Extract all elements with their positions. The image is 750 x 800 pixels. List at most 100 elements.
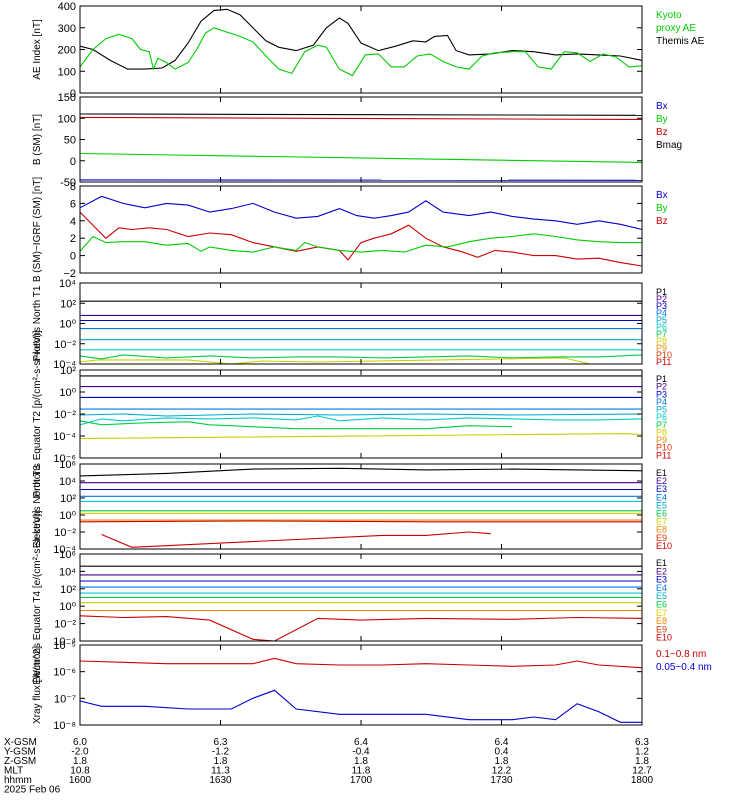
footer-value: 6.0	[73, 737, 87, 748]
legend-pn1-3: P3	[656, 301, 667, 311]
series-ae-1	[79, 8, 643, 70]
legend-pe2-7: P7	[656, 420, 667, 430]
y-tick-label: 6	[70, 198, 76, 210]
plot-frame-bsm	[79, 96, 643, 183]
plot-frame-xray	[79, 644, 643, 726]
legend-ee4-6: E6	[656, 600, 667, 610]
y-tick-label: 10⁻²	[54, 527, 76, 539]
plot-frame-ae	[79, 5, 643, 94]
y-axis-label: Xray flux [W/m^2]	[32, 646, 43, 724]
y-tick-label: 0	[70, 88, 76, 100]
legend-pn1-7: P7	[656, 329, 667, 339]
y-tick-label: 10⁶	[59, 459, 76, 471]
footer-value: 1.8	[73, 756, 87, 767]
y-tick-label: 0	[70, 251, 76, 263]
legend-bsm-4: Bmag	[656, 140, 682, 151]
y-tick-label: 10⁻⁴	[53, 636, 76, 648]
plot-frame-pe2	[79, 369, 643, 459]
y-tick-label: 10⁻²	[54, 339, 76, 351]
footer-label-mlt: MLT	[4, 766, 23, 777]
y-axis-label: Protons Equator T2 [p/(cm²-s-sr-keV)]	[32, 330, 43, 497]
legend-ee4-1: E1	[656, 558, 667, 568]
legend-en3-5: E5	[656, 500, 667, 510]
legend-pe2-10: P10	[656, 443, 672, 453]
y-tick-label: 10²	[60, 298, 76, 310]
legend-pn1-8: P8	[656, 336, 667, 346]
y-tick-label: 400	[58, 1, 76, 13]
y-tick-label: 50	[64, 135, 76, 147]
footer-value: 10.8	[70, 766, 90, 777]
legend-pn1-4: P4	[656, 308, 667, 318]
y-tick-label: 10⁰	[59, 510, 76, 522]
footer-value: -2.0	[71, 747, 89, 758]
legend-en3-3: E3	[656, 484, 667, 494]
legend-ee4-7: E7	[656, 608, 667, 618]
footer-value: 1730	[490, 775, 513, 786]
footer-value: 11.3	[211, 766, 230, 777]
series-bsm-2	[79, 116, 643, 121]
panel-bigrf: 8 6 4 2 0 −2 B (SM)−IGRF (SM) [nT] Bx By Bz	[32, 177, 668, 283]
y-tick-label: −2	[63, 268, 76, 280]
footer-value: 1.8	[495, 756, 509, 767]
footer-label-x-gsm: X-GSM	[4, 737, 37, 748]
y-axis-label: AE Index [nT]	[32, 19, 43, 80]
panel-en3: 10⁶ 10⁴ 10² 10⁰ 10⁻² 10⁻⁴ Electrons North T3 E1…	[32, 459, 672, 556]
footer-value: 6.3	[635, 737, 649, 748]
footer-value: 1630	[209, 775, 232, 786]
y-tick-label: 10⁻⁴	[53, 431, 76, 443]
legend-pn1-6: P6	[656, 322, 667, 332]
legend-pe2-6: P6	[656, 412, 667, 422]
legend-bsm-2: By	[656, 114, 668, 125]
plot-frame-pn1	[79, 282, 643, 365]
y-tick-label: 10⁴	[59, 476, 76, 488]
y-tick-label: 10⁶	[59, 549, 76, 561]
y-tick-label: 10⁻⁶	[53, 667, 76, 679]
y-tick-label: 10⁴	[59, 278, 76, 290]
series-bigrf-2	[79, 211, 643, 267]
y-tick-label: 100	[58, 66, 76, 78]
y-tick-label: 10⁻²	[54, 409, 76, 421]
footer-value: 0.4	[495, 747, 509, 758]
footer-value: 1.8	[635, 756, 649, 767]
legend-xray-2: 0.05−0.4 nm	[656, 662, 712, 673]
series-en3-1	[79, 467, 643, 477]
footer-value: 1.8	[214, 756, 228, 767]
y-tick-label: 10²	[60, 365, 76, 377]
panel-bsm: 150 100 50 0 -50 B (SM) [nT] Bx By Bz Bmag	[32, 92, 682, 189]
footer-value: -0.4	[352, 747, 370, 758]
panel-ee4: 10⁶ 10⁴ 10² 10⁰ 10⁻² 10⁻⁴ Electrons Equator T4…	[32, 510, 672, 685]
footer-value: 12.7	[632, 766, 652, 777]
footer-value: 1800	[631, 775, 654, 786]
legend-en3-4: E4	[656, 492, 667, 502]
legend-en3-8: E8	[656, 525, 667, 535]
y-tick-label: 10⁴	[59, 566, 76, 578]
legend-en3-7: E7	[656, 517, 667, 527]
legend-ee4-9: E9	[656, 624, 667, 634]
series-pn1-8	[79, 357, 591, 365]
legend-ee4-5: E5	[656, 591, 667, 601]
footer-value: 6.4	[495, 737, 509, 748]
footer-label-z-gsm: Z-GSM	[4, 756, 36, 767]
legend-bigrf-1: Bx	[656, 190, 668, 201]
legend-pe2-9: P9	[656, 435, 667, 445]
series-en3-10	[101, 531, 491, 548]
legend-pn1-9: P9	[656, 343, 667, 353]
legend-pe2-4: P4	[656, 397, 667, 407]
series-bigrf-3	[79, 233, 642, 253]
y-axis-label: Electrons Equator T4 [e/(cm²-s-sr-keV)]	[32, 510, 43, 685]
footer-ephemeris: X-GSM 6.0 6.3 6.4 6.4 6.3 Y-GSM -2.0 -1.2 -0.4 0.4…	[4, 737, 654, 796]
footer-value: -1.2	[212, 747, 230, 758]
panel-xray: 10⁻⁵ 10⁻⁶ 10⁻⁷ 10⁻⁸ Xray flux [W/m^2] 0.1−0.8…	[32, 640, 712, 732]
y-tick-label: 10²	[60, 493, 76, 505]
y-tick-label: 10⁰	[59, 601, 76, 613]
y-tick-label: 2	[70, 233, 76, 245]
series-bigrf-1	[79, 195, 643, 231]
legend-xray-1: 0.1−0.8 nm	[656, 649, 706, 660]
legend-ae-1: Kyoto	[656, 10, 682, 21]
y-tick-label: 10⁻⁷	[54, 693, 76, 705]
y-axis-label: Electrons North T3	[32, 464, 43, 548]
series-en3-9	[79, 520, 642, 523]
series-pe2-6	[79, 415, 643, 426]
